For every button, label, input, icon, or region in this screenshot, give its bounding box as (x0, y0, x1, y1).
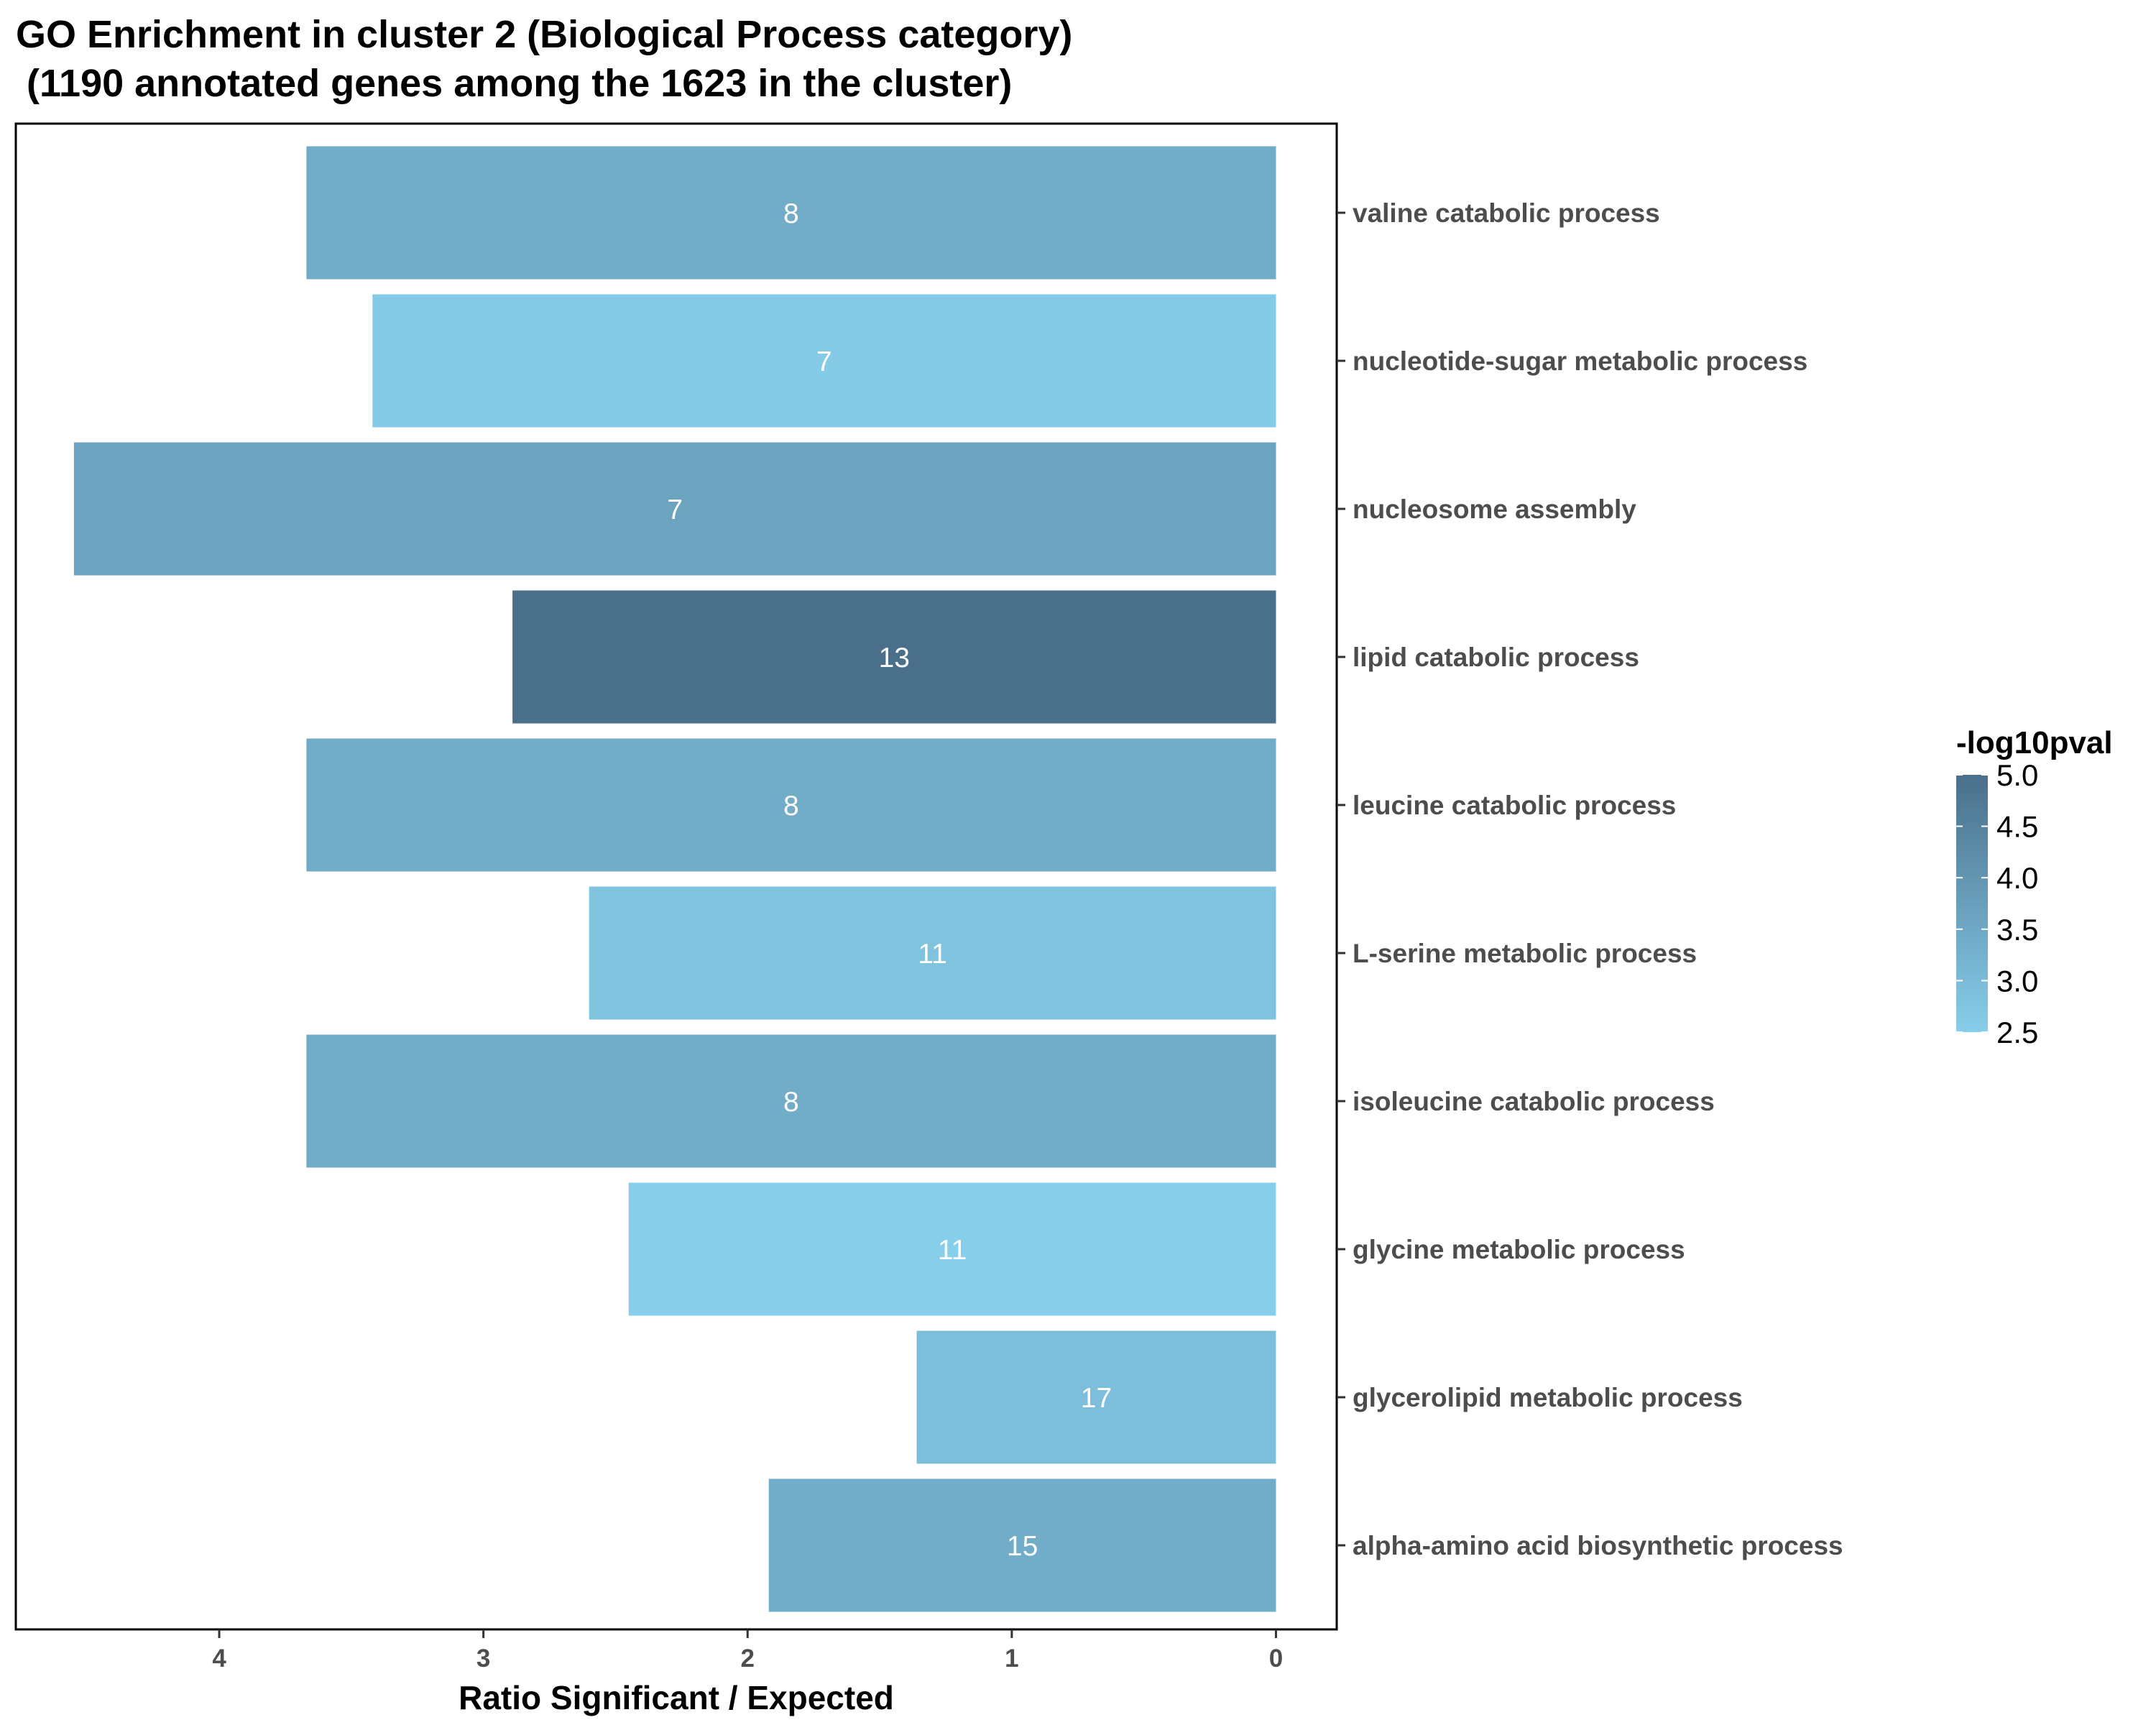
x-axis-label: Ratio Significant / Expected (459, 1679, 894, 1716)
bar-count-label: 8 (783, 1087, 799, 1118)
x-tick-label: 3 (476, 1644, 490, 1673)
color-legend: -log10pval 5.0 4.5 4.0 3.5 3.0 2.5 (1956, 725, 2113, 1049)
legend-ticks: 5.0 4.5 4.0 3.5 3.0 2.5 (1956, 758, 2038, 1049)
x-tick-label: 4 (212, 1644, 226, 1673)
y-tick-label: lipid catabolic process (1353, 643, 1639, 672)
x-tick-label: 0 (1269, 1644, 1283, 1673)
bar (628, 1182, 1276, 1316)
bar-group: 8 7 7 13 8 11 8 11 17 15 (73, 146, 1276, 1612)
chart-title-line2: (1190 annotated genes among the 1623 in … (16, 62, 1012, 105)
bar-count-label: 15 (1007, 1531, 1038, 1562)
y-tick-label: L-serine metabolic process (1353, 939, 1697, 968)
bar (306, 1034, 1276, 1168)
bar (372, 294, 1276, 428)
legend-title: -log10pval (1956, 725, 2113, 760)
bar-count-label: 13 (879, 643, 910, 673)
y-tick-label: nucleosome assembly (1353, 494, 1636, 524)
legend-tick-label: 2.5 (1996, 1016, 2038, 1049)
y-tick-label: valine catabolic process (1353, 198, 1660, 228)
bar-count-label: 8 (783, 791, 799, 822)
bar-count-label: 7 (667, 494, 683, 525)
y-axis: valine catabolic process nucleotide-sugar… (1337, 198, 1843, 1560)
y-tick-label: nucleotide-sugar metabolic process (1353, 346, 1807, 376)
legend-tick-label: 4.0 (1996, 861, 2038, 895)
legend-colorbar (1956, 775, 1988, 1032)
bar (306, 146, 1276, 280)
bar-count-label: 7 (816, 346, 832, 377)
y-tick-label: isoleucine catabolic process (1353, 1087, 1715, 1116)
x-tick-label: 1 (1005, 1644, 1018, 1673)
bar-count-label: 11 (938, 1235, 967, 1266)
chart-title-line1: GO Enrichment in cluster 2 (Biological P… (16, 13, 1072, 56)
y-tick-label: glycerolipid metabolic process (1353, 1383, 1743, 1412)
y-tick-label: leucine catabolic process (1353, 791, 1676, 820)
y-tick-label: alpha-amino acid biosynthetic process (1353, 1531, 1843, 1560)
bar (73, 442, 1276, 576)
x-axis: 4 3 2 1 0 (212, 1629, 1283, 1673)
bar-count-label: 8 (783, 198, 799, 229)
y-tick-label: glycine metabolic process (1353, 1235, 1685, 1264)
bar (916, 1330, 1276, 1464)
legend-tick-label: 5.0 (1996, 758, 2038, 792)
legend-tick-label: 3.5 (1996, 913, 2038, 947)
bar (589, 886, 1276, 1020)
bar-count-label: 11 (918, 939, 947, 970)
bar (306, 738, 1276, 872)
bar-count-label: 17 (1081, 1383, 1112, 1414)
bar (512, 590, 1276, 724)
bar (768, 1478, 1276, 1612)
legend-tick-label: 4.5 (1996, 810, 2038, 844)
x-tick-label: 2 (741, 1644, 755, 1673)
legend-tick-label: 3.0 (1996, 964, 2038, 998)
